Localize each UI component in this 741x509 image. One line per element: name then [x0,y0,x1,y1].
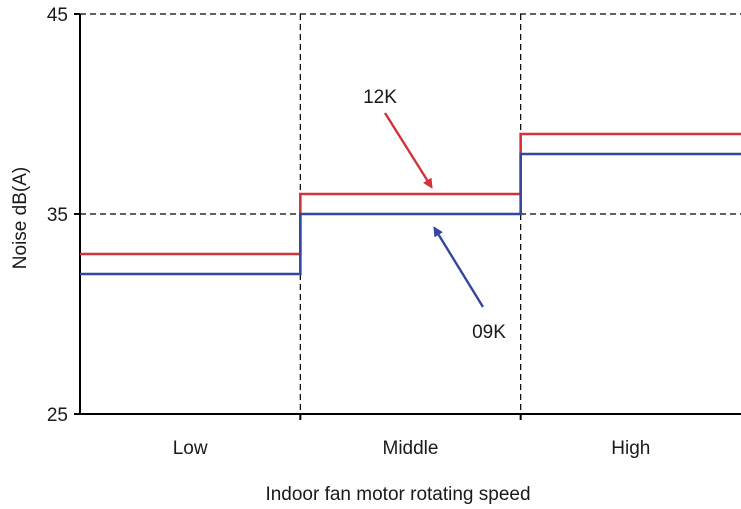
annotation-arrow-09k [433,226,485,308]
annotation-label-09k: 09K [472,322,506,343]
x-tick-labels: Low Middle High [173,438,651,459]
x-tick-label-low: Low [173,438,208,459]
y-tick-label-45: 45 [47,5,68,26]
y-tick-labels: 25 35 45 [47,5,68,426]
series-line-09k [80,152,741,276]
annotations: 12K 09K [363,87,506,343]
x-tick-label-middle: Middle [383,438,439,459]
annotation-arrow-12k [383,112,433,189]
x-axis-title: Indoor fan motor rotating speed [265,484,530,505]
x-tick-label-high: High [611,438,650,459]
series-line-12k [80,132,741,256]
y-tick-label-25: 25 [47,405,68,426]
annotation-label-12k: 12K [363,87,397,108]
series-group [80,132,741,276]
y-tick-label-35: 35 [47,205,68,226]
axes [74,13,741,420]
y-axis-title: Noise dB(A) [10,167,31,269]
